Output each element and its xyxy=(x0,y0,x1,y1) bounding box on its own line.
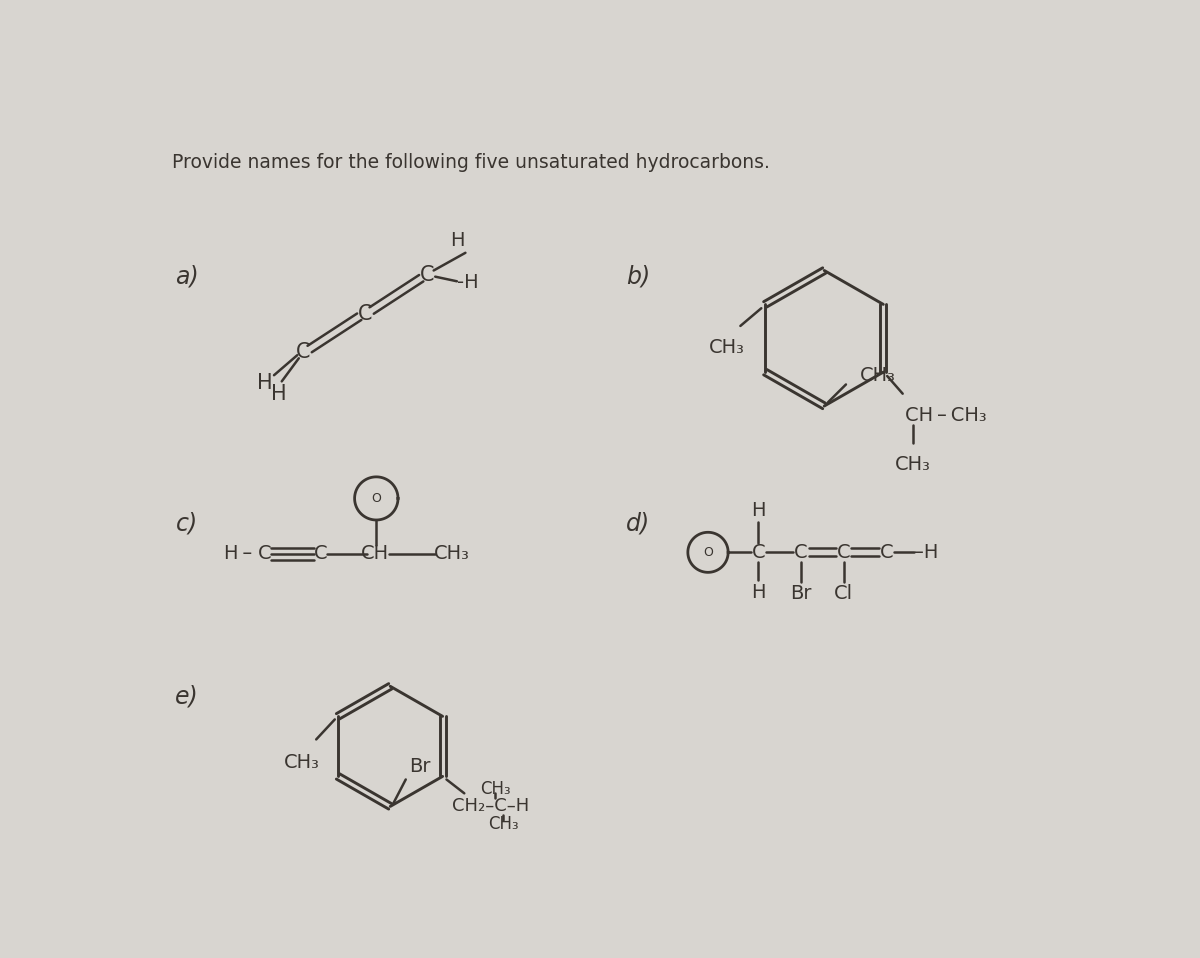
Text: -H: -H xyxy=(457,273,479,292)
Text: CH – CH₃: CH – CH₃ xyxy=(905,406,986,425)
Text: C: C xyxy=(296,342,311,362)
Text: O: O xyxy=(371,491,382,505)
Text: H: H xyxy=(271,384,287,403)
Text: CH₃: CH₃ xyxy=(708,338,744,357)
Text: C: C xyxy=(794,543,808,561)
Text: Cl: Cl xyxy=(834,584,853,604)
Text: Provide names for the following five unsaturated hydrocarbons.: Provide names for the following five uns… xyxy=(172,153,769,172)
Text: H: H xyxy=(751,582,766,602)
Text: C: C xyxy=(313,544,328,563)
Text: CH₃: CH₃ xyxy=(860,366,895,385)
Text: CH₃: CH₃ xyxy=(487,815,518,833)
Text: a): a) xyxy=(175,264,199,288)
Text: e): e) xyxy=(175,684,199,708)
Text: C: C xyxy=(880,543,893,561)
Text: H –: H – xyxy=(223,544,252,563)
Text: C: C xyxy=(751,543,766,561)
Text: H: H xyxy=(257,373,272,393)
Text: CH₃: CH₃ xyxy=(284,753,320,772)
Text: C: C xyxy=(258,544,271,563)
Text: c): c) xyxy=(176,511,198,536)
Text: Br: Br xyxy=(409,757,431,776)
Text: CH₃: CH₃ xyxy=(434,544,470,563)
Text: C: C xyxy=(359,304,373,324)
Text: H: H xyxy=(450,231,464,250)
Text: d): d) xyxy=(626,511,650,536)
Text: CH₃: CH₃ xyxy=(895,455,931,474)
Text: CH: CH xyxy=(361,544,389,563)
Text: b): b) xyxy=(626,264,650,288)
Text: H: H xyxy=(751,501,766,520)
Text: C: C xyxy=(836,543,851,561)
Text: CH₂–C–H: CH₂–C–H xyxy=(452,797,529,814)
Text: CH₃: CH₃ xyxy=(480,780,511,798)
Text: –H: –H xyxy=(914,543,938,561)
Text: Br: Br xyxy=(791,584,811,604)
Text: C: C xyxy=(420,265,434,285)
Text: O: O xyxy=(703,546,713,559)
